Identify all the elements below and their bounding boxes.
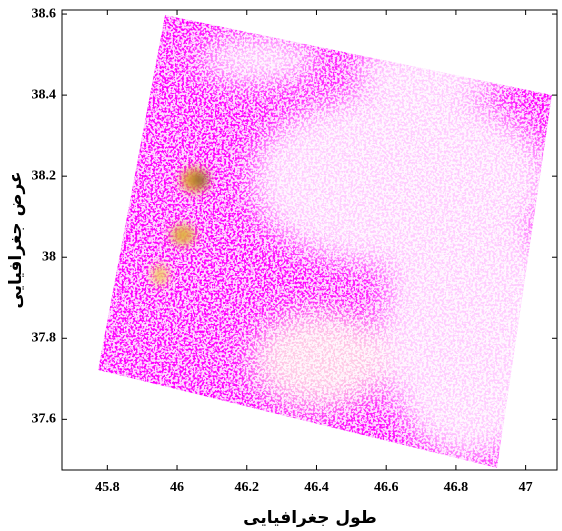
- y-tick-label: 37.8: [32, 331, 57, 346]
- x-axis-label: طول جغرافیایی: [243, 508, 377, 528]
- x-tick-label: 46.6: [374, 480, 399, 495]
- y-tick-label: 37.6: [32, 412, 57, 427]
- chart: طول جغرافیایی عرض جغرافیایی 45.8 46 46.2 46…: [0, 0, 562, 531]
- x-tick-label: 46: [170, 480, 184, 495]
- x-tick-label: 47: [519, 480, 533, 495]
- x-tick-label: 45.8: [95, 480, 120, 495]
- y-tick-label: 38.2: [32, 168, 57, 183]
- satellite-image: [60, 0, 560, 480]
- x-tick-label: 46.8: [444, 480, 469, 495]
- x-tick-label: 46.4: [304, 480, 329, 495]
- y-axis-label: عرض جغرافیایی: [6, 171, 26, 308]
- y-tick-label: 38.6: [32, 6, 57, 21]
- y-tick-label: 38.4: [32, 87, 57, 102]
- y-tick-label: 38: [42, 249, 56, 264]
- x-tick-label: 46.2: [235, 480, 260, 495]
